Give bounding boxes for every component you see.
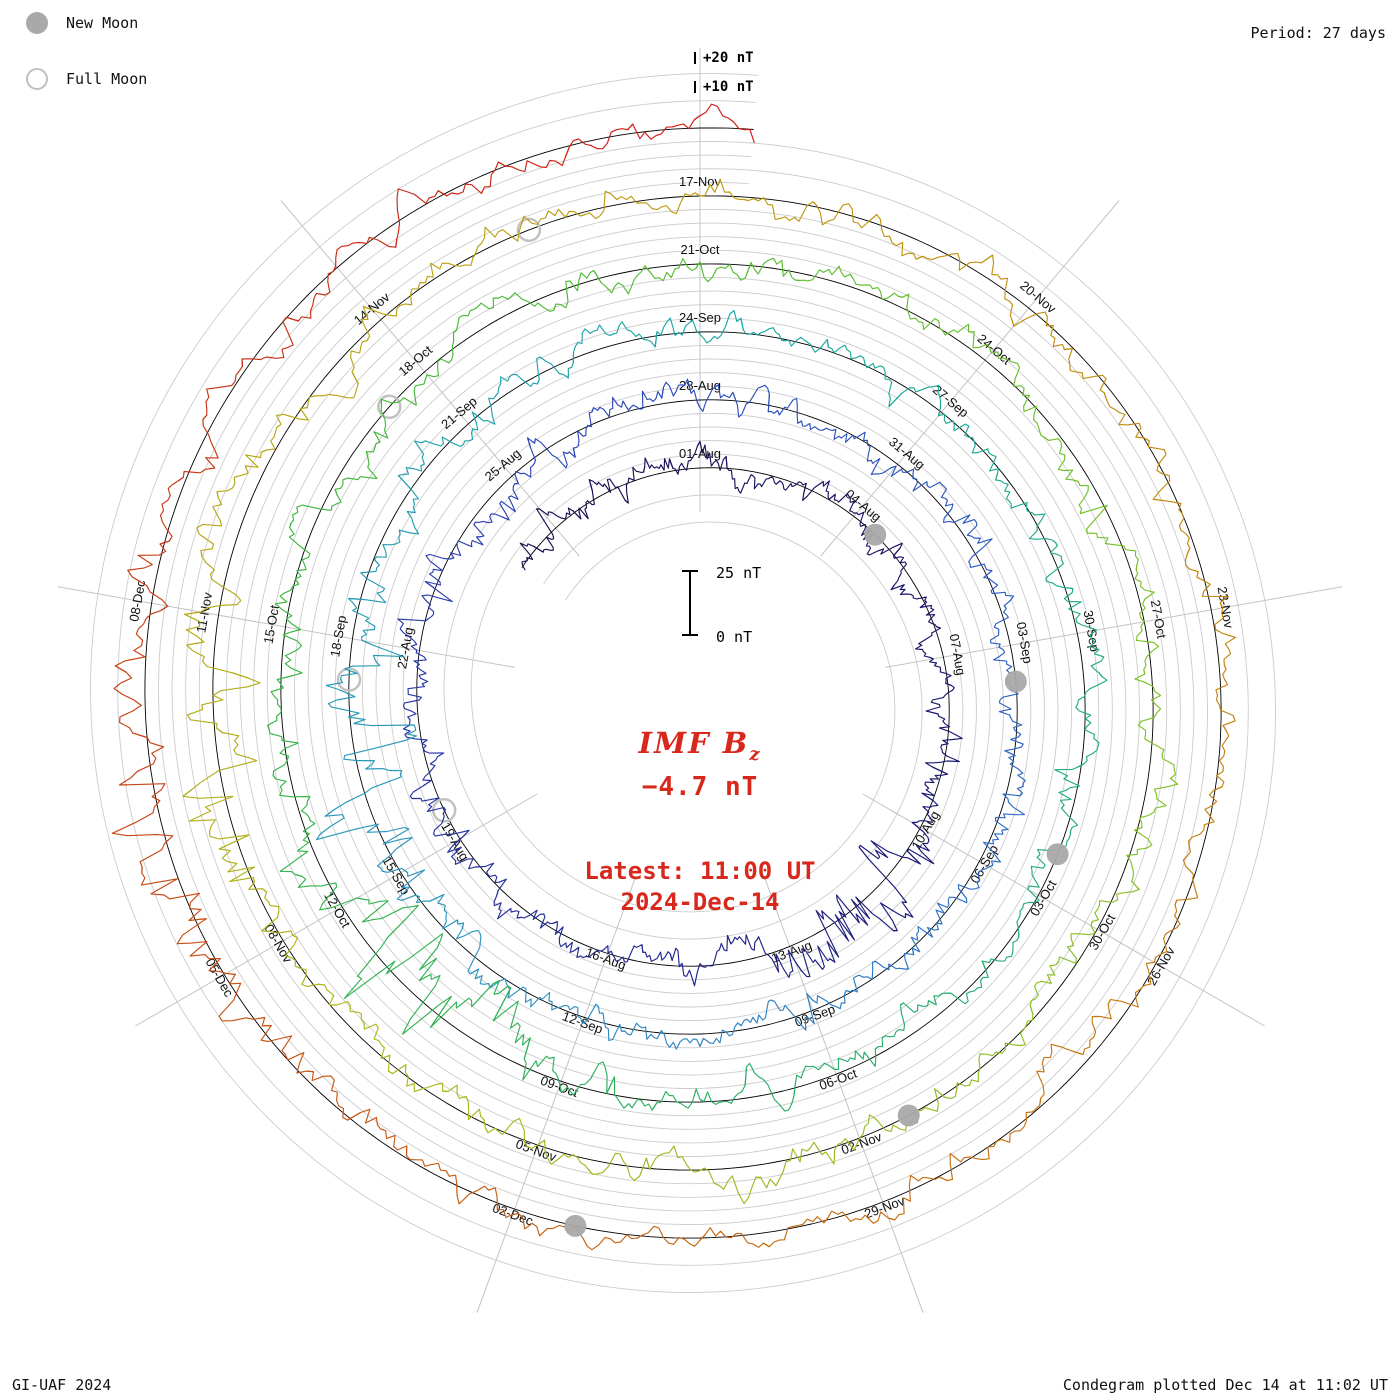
date-label: 29-Nov [862, 1193, 907, 1222]
date-label: 05-Dec [203, 956, 237, 1000]
legend-row-new-moon: New Moon [26, 10, 147, 36]
full-moon-marker [336, 667, 362, 692]
date-label: 12-Sep [560, 1008, 605, 1036]
date-label: 25-Aug [482, 446, 524, 484]
latest-date: 2024-Dec-14 [620, 888, 780, 916]
date-label: 27-Oct [1148, 599, 1170, 640]
new-moon-markers [564, 523, 1069, 1237]
date-label: 15-Oct [260, 604, 282, 645]
date-label: 18-Sep [327, 614, 349, 658]
date-label: 21-Oct [680, 242, 719, 257]
date-label: 30-Sep [1081, 609, 1103, 653]
date-label: 10-Aug [908, 808, 942, 852]
moon-legend: New Moon Full Moon [26, 10, 147, 122]
new-moon-marker [564, 1214, 587, 1237]
date-label: 09-Oct [538, 1073, 580, 1101]
date-label: 02-Nov [839, 1129, 884, 1158]
radial-spokes [57, 48, 1343, 1313]
date-label: 08-Dec [126, 578, 148, 622]
new-moon-marker [864, 523, 887, 546]
plus20-tick [694, 52, 696, 64]
full-moon-label: Full Moon [66, 70, 148, 88]
full-moon-marker [377, 394, 402, 420]
period-label: Period: 27 days [1250, 24, 1386, 42]
date-label: 24-Sep [679, 310, 721, 325]
scale-bar-top-label: 25 nT [716, 564, 762, 582]
date-label: 13-Aug [769, 937, 814, 965]
date-label: 03-Sep [1014, 621, 1036, 665]
scale-bar-cap-bottom [682, 634, 698, 636]
date-label: 20-Nov [1017, 278, 1059, 317]
scale-bar-bottom-label: 0 nT [716, 628, 753, 646]
full-moon-icon [26, 68, 48, 90]
spiral-baseline [144, 127, 1222, 1239]
date-label: 31-Aug [886, 434, 928, 472]
date-label: 18-Oct [396, 342, 436, 379]
date-label: 01-Aug [679, 446, 721, 461]
new-moon-label: New Moon [66, 14, 139, 32]
plotted-timestamp: Condegram plotted Dec 14 at 11:02 UT [1062, 1376, 1388, 1394]
scale-bar-cap-top [682, 570, 698, 572]
date-label: 23-Nov [1215, 585, 1237, 629]
latest-timestamp: Latest: 11:00 UT 2024-Dec-14 [0, 856, 1400, 918]
date-label: 24-Oct [975, 331, 1015, 368]
plus10-label: +10 nT [703, 79, 754, 95]
date-label: 28-Aug [679, 378, 721, 393]
chart-title: IMF Bz [0, 726, 1400, 765]
date-label: 11-Nov [193, 591, 215, 634]
full-moon-markers [336, 217, 542, 823]
date-label: 17-Nov [679, 174, 721, 189]
imf-trace [111, 103, 1237, 1251]
radial-scale-bar: 25 nT 0 nT [680, 564, 800, 648]
date-label: 26-Nov [1144, 944, 1178, 988]
date-labels: 01-Aug 28-Aug 24-Sep 21-Oct 17-Nov 04-Aug31-A… [126, 174, 1236, 1229]
date-label: 05-Nov [514, 1136, 559, 1165]
chart-title-subscript: z [749, 743, 762, 765]
latest-time: Latest: 11:00 UT [584, 857, 816, 885]
new-moon-icon [26, 12, 48, 34]
plus10-tick [694, 81, 696, 93]
full-moon-marker [516, 217, 542, 243]
new-moon-marker [1004, 670, 1027, 693]
date-label: 09-Sep [793, 1001, 838, 1029]
date-label: 22-Aug [394, 626, 416, 670]
plus20-label: +20 nT [703, 50, 754, 66]
new-moon-marker [1046, 843, 1069, 866]
current-value: −4.7 nT [641, 772, 759, 802]
date-label: 14-Nov [351, 289, 393, 328]
date-label: 07-Aug [947, 633, 969, 677]
date-label: 04-Aug [842, 486, 884, 524]
chart-title-text: IMF B [638, 726, 750, 760]
scale-bar-line [689, 570, 691, 636]
credit-label: GI-UAF 2024 [12, 1376, 112, 1394]
legend-row-full-moon: Full Moon [26, 66, 147, 92]
date-label: 27-Sep [930, 382, 972, 420]
new-moon-marker [897, 1104, 920, 1127]
